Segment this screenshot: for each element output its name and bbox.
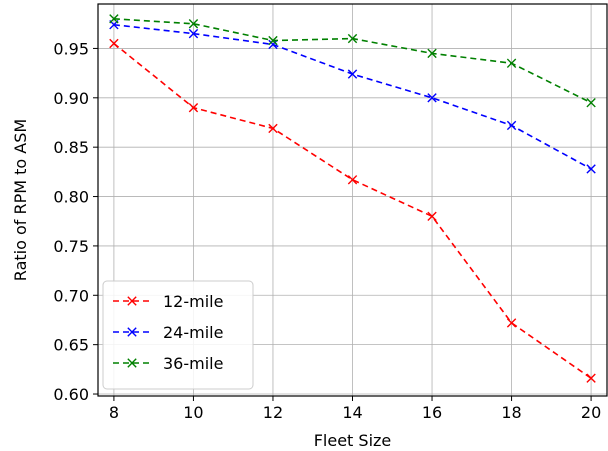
data-point-36-mile xyxy=(506,58,517,68)
data-point-36-mile xyxy=(427,48,437,59)
data-point-24-mile xyxy=(268,39,278,50)
legend-item-36-mile: 36-mile xyxy=(113,354,223,373)
legend-label: 36-mile xyxy=(163,354,223,373)
data-point-12-mile xyxy=(109,38,119,49)
x-tick-label: 12 xyxy=(263,403,283,422)
data-point-24-mile xyxy=(506,120,517,131)
y-tick-label: 0.75 xyxy=(53,237,89,256)
y-tick-label: 0.65 xyxy=(53,336,89,355)
series-36-mile xyxy=(109,14,596,108)
legend-item-24-mile: 24-mile xyxy=(113,323,223,342)
legend-item-12-mile: 12-mile xyxy=(113,292,223,311)
data-point-36-mile xyxy=(586,98,596,108)
y-tick-label: 0.90 xyxy=(53,89,89,108)
legend: 12-mile 24-mile 36-mile xyxy=(102,280,254,390)
y-tick-label: 0.85 xyxy=(53,138,89,157)
y-axis-label: Ratio of RPM to ASM xyxy=(11,119,30,281)
x-tick-label: 16 xyxy=(422,403,442,422)
x-tick-label: 18 xyxy=(501,403,521,422)
x-tick-label: 20 xyxy=(581,403,601,422)
x-tick-label: 10 xyxy=(183,403,203,422)
data-point-36-mile xyxy=(109,14,119,24)
legend-box xyxy=(102,280,254,390)
axis-ticks: 8 10 12 14 16 18 20 0.60 0.65 0.70 0.75 0.80 0.85 0.9… xyxy=(53,39,601,422)
data-point-24-mile xyxy=(586,164,596,174)
legend-marker xyxy=(127,358,137,368)
y-tick-label: 0.60 xyxy=(53,385,89,404)
y-tick-label: 0.95 xyxy=(53,39,89,58)
data-point-36-mile xyxy=(188,19,199,29)
data-point-12-mile xyxy=(427,211,437,221)
data-point-12-mile xyxy=(268,123,278,134)
data-point-12-mile xyxy=(347,175,358,185)
legend-label: 24-mile xyxy=(163,323,223,342)
series-12-mile xyxy=(109,38,596,383)
x-tick-label: 14 xyxy=(342,403,362,422)
y-tick-label: 0.70 xyxy=(53,286,89,305)
data-point-12-mile xyxy=(586,373,596,383)
legend-marker xyxy=(127,327,137,337)
data-point-24-mile xyxy=(188,28,199,39)
data-point-12-mile xyxy=(506,318,517,328)
series-group xyxy=(109,14,596,383)
x-tick-label: 8 xyxy=(109,403,119,422)
data-point-36-mile xyxy=(347,33,358,44)
legend-label: 12-mile xyxy=(163,292,223,311)
data-point-12-mile xyxy=(188,102,199,113)
grid xyxy=(98,4,607,396)
data-point-24-mile xyxy=(427,93,437,103)
legend-marker xyxy=(127,296,137,306)
data-point-24-mile xyxy=(347,69,358,79)
data-point-36-mile xyxy=(268,35,278,46)
y-tick-label: 0.80 xyxy=(53,188,89,207)
x-axis-label: Fleet Size xyxy=(314,431,392,450)
